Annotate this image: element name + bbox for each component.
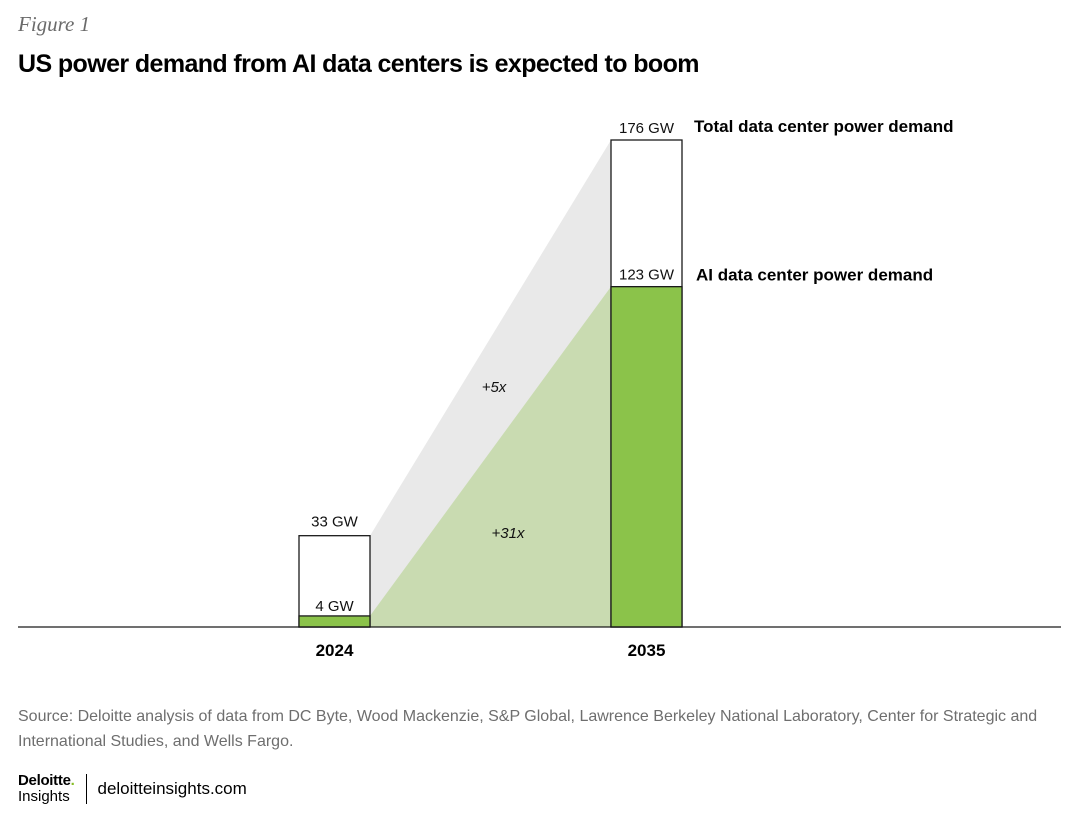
category-label-2035: 2035 [628, 641, 666, 660]
series-label-total: Total data center power demand [694, 117, 953, 136]
source-note: Source: Deloitte analysis of data from D… [18, 708, 1038, 750]
ai-growth-area [370, 286, 611, 627]
footer-url[interactable]: deloitteinsights.com [97, 779, 247, 798]
logo-sub: Insights [18, 788, 70, 805]
bar-ai-2024 [298, 615, 371, 628]
footer-divider [86, 774, 88, 804]
annotation-ai-growth: +31x [492, 525, 525, 542]
value-label-total-2024: 33 GW [311, 514, 359, 531]
footer: Deloitte. Insights deloitteinsights.com [18, 772, 247, 806]
bar-ai-2035 [610, 286, 683, 628]
series-label-ai: AI data center power demand [696, 266, 933, 285]
chart: 2024 2035 33 GW 4 GW 176 GW 123 GW Total data … [18, 117, 1061, 660]
deloitte-insights-logo: Deloitte. Insights [18, 772, 75, 805]
logo-brand: Deloitte. [18, 772, 75, 789]
value-label-ai-2035: 123 GW [619, 267, 675, 284]
value-label-total-2035: 176 GW [619, 120, 675, 137]
bar-total-2024 [298, 535, 371, 628]
category-label-2024: 2024 [316, 641, 354, 660]
annotation-total-growth: +5x [482, 379, 507, 396]
figure-label: Figure 1 [18, 12, 91, 36]
value-label-ai-2024: 4 GW [315, 598, 354, 615]
chart-title: US power demand from AI data centers is … [18, 50, 700, 78]
